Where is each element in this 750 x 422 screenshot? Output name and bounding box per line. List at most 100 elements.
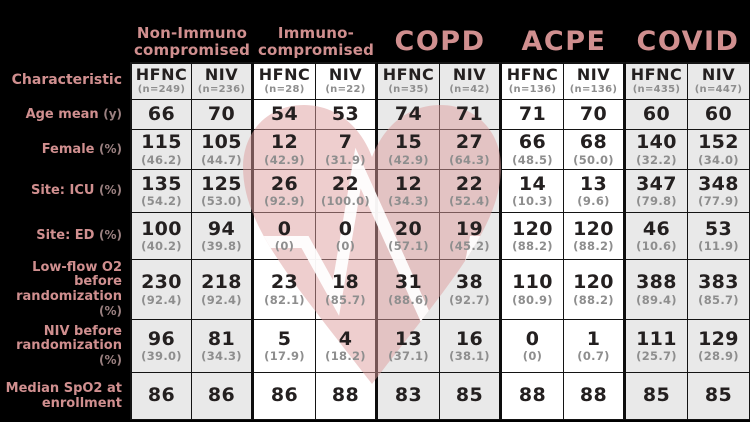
value-cell: 383 (85.7) bbox=[688, 260, 750, 320]
column-header: HFNC (n=28) bbox=[254, 62, 316, 100]
cell-value: 125 bbox=[201, 172, 242, 195]
row-label-name: Site: ED bbox=[36, 228, 99, 244]
cell-value: 74 bbox=[394, 102, 423, 125]
cell-value: 85 bbox=[704, 384, 733, 407]
value-cell: 5 (17.9) bbox=[254, 320, 316, 373]
cell-percent: (100.0) bbox=[321, 194, 370, 209]
row-label: Age mean (y) bbox=[0, 100, 130, 130]
cell-value: 22 bbox=[331, 172, 360, 195]
value-cell: 88 bbox=[316, 373, 378, 420]
cell-value: 383 bbox=[698, 271, 739, 293]
value-cell: 68 (50.0) bbox=[564, 130, 626, 170]
cell-value: 230 bbox=[141, 271, 182, 293]
device-label: HFNC bbox=[382, 65, 435, 85]
cell-percent: (10.3) bbox=[512, 194, 553, 209]
cell-percent: (88.2) bbox=[573, 292, 614, 307]
cell-percent: (92.7) bbox=[449, 292, 490, 307]
cell-value: 4 bbox=[338, 327, 353, 350]
cell-percent: (11.9) bbox=[698, 239, 739, 254]
cell-percent: (38.1) bbox=[449, 349, 490, 364]
group-titles: Non-Immuno compromised Immuno-compromised C… bbox=[0, 0, 750, 62]
cell-value: 152 bbox=[698, 131, 739, 153]
cell-value: 100 bbox=[141, 217, 182, 240]
sample-size: (n=22) bbox=[325, 84, 366, 96]
cell-percent: (32.2) bbox=[636, 152, 677, 167]
value-cell: 83 bbox=[378, 373, 440, 420]
row-label-text: NIV before randomization (%) bbox=[2, 324, 122, 369]
cell-percent: (85.7) bbox=[325, 292, 366, 307]
value-cell: 86 bbox=[254, 373, 316, 420]
cell-value: 348 bbox=[698, 172, 739, 195]
cell-value: 1 bbox=[586, 327, 601, 350]
cell-value: 81 bbox=[207, 327, 236, 350]
value-cell: 218 (92.4) bbox=[192, 260, 254, 320]
value-cell: 85 bbox=[626, 373, 688, 420]
column-header: NIV (n=236) bbox=[192, 62, 254, 100]
cell-value: 120 bbox=[512, 217, 553, 240]
column-header: HFNC (n=435) bbox=[626, 62, 688, 100]
cell-value: 66 bbox=[147, 102, 176, 125]
cell-value: 71 bbox=[518, 102, 547, 125]
value-cell: 105 (44.7) bbox=[192, 130, 254, 170]
row-label-unit: (%) bbox=[99, 141, 122, 156]
cell-percent: (85.7) bbox=[698, 292, 739, 307]
cell-value: 86 bbox=[207, 384, 236, 407]
cell-value: 26 bbox=[270, 172, 299, 195]
cell-value: 86 bbox=[147, 384, 176, 407]
cell-value: 129 bbox=[698, 327, 739, 350]
cell-value: 27 bbox=[455, 131, 484, 153]
value-cell: 38 (92.7) bbox=[440, 260, 502, 320]
row-label-text: Median SpO2 at enrollment bbox=[2, 381, 122, 411]
value-cell: 13 (9.6) bbox=[564, 170, 626, 213]
cell-value: 23 bbox=[270, 271, 299, 293]
value-cell: 0 (0) bbox=[316, 213, 378, 260]
cell-value: 14 bbox=[518, 172, 547, 195]
value-cell: 60 bbox=[626, 100, 688, 130]
cell-value: 88 bbox=[331, 384, 360, 407]
cell-value: 20 bbox=[394, 217, 423, 240]
cell-percent: (0.7) bbox=[577, 349, 610, 364]
value-cell: 66 (48.5) bbox=[502, 130, 564, 170]
value-cell: 71 bbox=[502, 100, 564, 130]
cell-value: 12 bbox=[394, 172, 423, 195]
device-label: HFNC bbox=[258, 65, 311, 85]
sample-size: (n=435) bbox=[632, 84, 681, 96]
row-label: NIV before randomization (%) bbox=[0, 320, 130, 373]
value-cell: 140 (32.2) bbox=[626, 130, 688, 170]
cell-percent: (92.4) bbox=[201, 292, 242, 307]
cell-percent: (88.2) bbox=[573, 239, 614, 254]
value-cell: 100 (40.2) bbox=[130, 213, 192, 260]
group-title-line: Immuno- bbox=[277, 23, 355, 42]
device-label: NIV bbox=[452, 65, 487, 85]
row-label-name: Site: ICU bbox=[30, 183, 99, 199]
sample-size: (n=236) bbox=[197, 84, 246, 96]
sample-size: (n=249) bbox=[137, 84, 186, 96]
cell-percent: (79.8) bbox=[636, 194, 677, 209]
cell-value: 12 bbox=[270, 131, 299, 153]
group-title-line: COVID bbox=[636, 26, 740, 57]
value-cell: 18 (85.7) bbox=[316, 260, 378, 320]
cell-value: 7 bbox=[338, 131, 353, 153]
value-cell: 46 (10.6) bbox=[626, 213, 688, 260]
cell-value: 111 bbox=[636, 327, 677, 350]
cell-percent: (82.1) bbox=[264, 292, 305, 307]
cell-percent: (0) bbox=[274, 239, 295, 254]
cell-percent: (48.5) bbox=[512, 152, 553, 167]
value-cell: 88 bbox=[502, 373, 564, 420]
cell-percent: (50.0) bbox=[573, 152, 614, 167]
column-header: NIV (n=22) bbox=[316, 62, 378, 100]
cell-value: 120 bbox=[573, 217, 614, 240]
row-label: Site: ICU (%) bbox=[0, 170, 130, 213]
value-cell: 14 (10.3) bbox=[502, 170, 564, 213]
cell-percent: (37.1) bbox=[388, 349, 429, 364]
group-title: Immuno-compromised bbox=[254, 23, 378, 59]
value-cell: 12 (34.3) bbox=[378, 170, 440, 213]
row-label-text: Female (%) bbox=[42, 141, 122, 158]
sample-size: (n=136) bbox=[569, 84, 618, 96]
cell-percent: (17.9) bbox=[264, 349, 305, 364]
cell-value: 70 bbox=[579, 102, 608, 125]
cell-value: 110 bbox=[512, 271, 553, 293]
row-label-unit: (%) bbox=[99, 183, 122, 198]
cell-value: 13 bbox=[394, 327, 423, 350]
